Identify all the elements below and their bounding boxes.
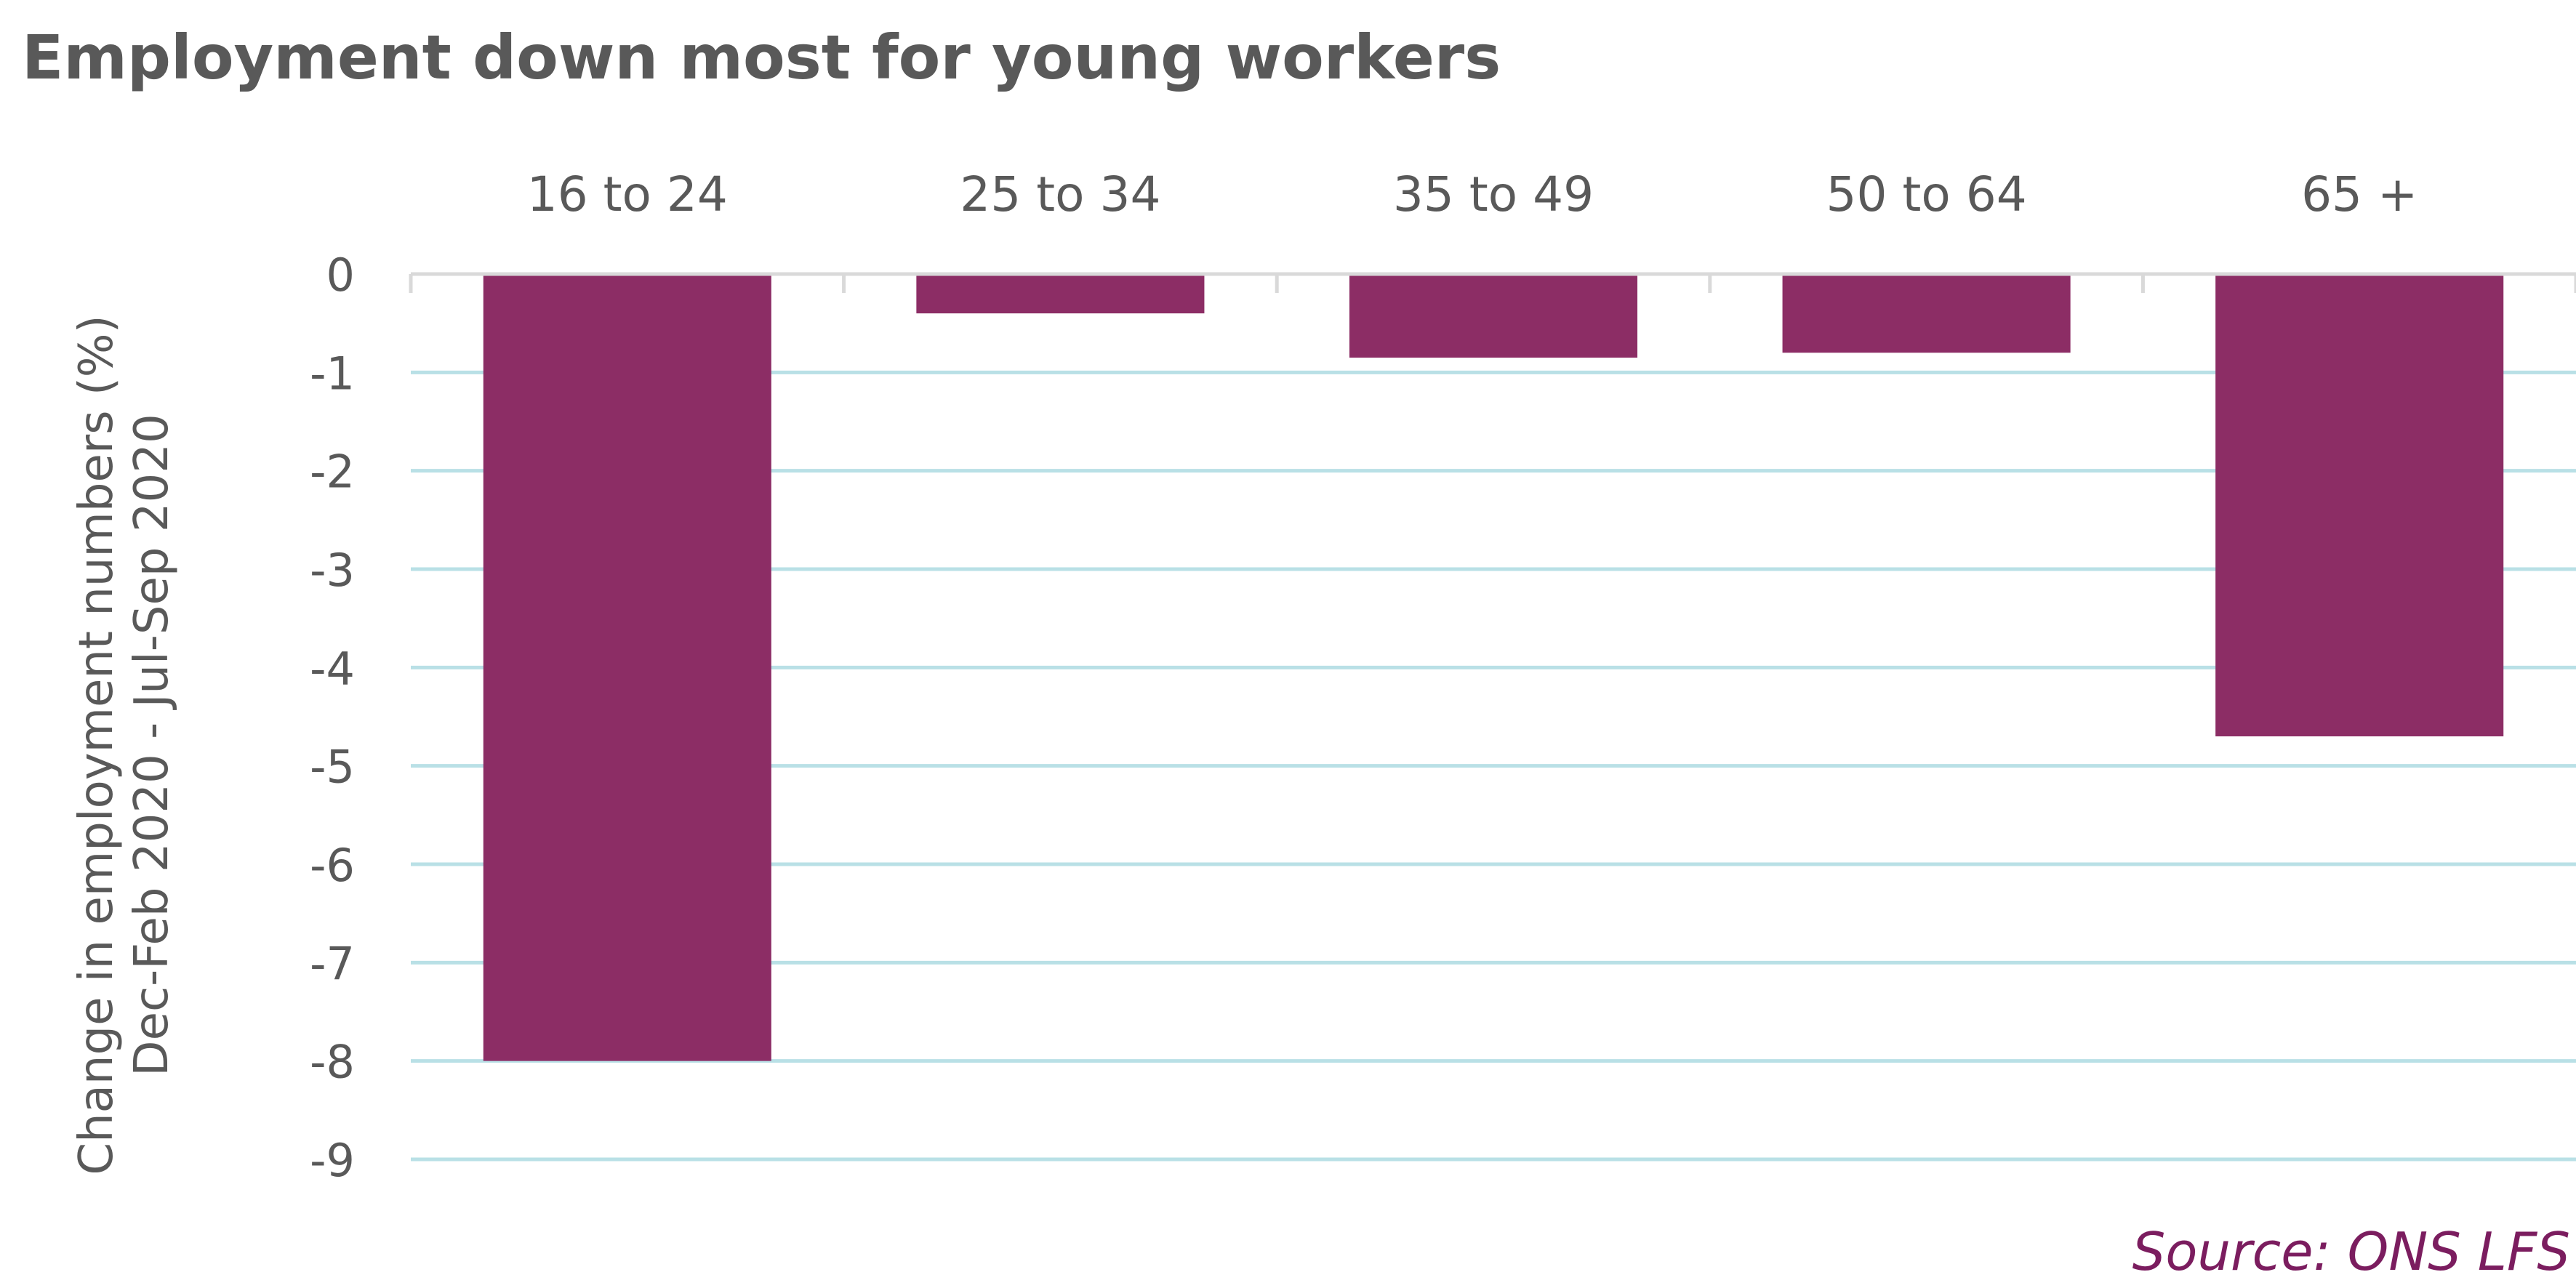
y-tick-label: 0: [326, 249, 355, 302]
y-axis-label: Change in employment numbers (%)Dec-Feb …: [70, 315, 179, 1175]
source-note: Source: ONS LFS: [2132, 1221, 2570, 1282]
y-tick-label: -6: [310, 839, 355, 892]
category-label: 25 to 34: [960, 166, 1160, 222]
y-axis-label-line: Change in employment numbers (%): [70, 315, 124, 1175]
y-tick-label: -1: [310, 347, 355, 400]
y-tick-label: -9: [310, 1134, 355, 1187]
category-labels: 16 to 24 25 to 34 35 to 49 50 to 64 65 +: [527, 166, 2418, 222]
y-tick-label: -8: [310, 1036, 355, 1089]
y-tick-labels: 0 -1 -2 -3 -4 -5 -6 -7 -8 -9: [310, 249, 355, 1187]
bar: [483, 274, 771, 1061]
chart-title: Employment down most for young workers: [22, 22, 1501, 93]
y-tick-label: -4: [310, 642, 355, 695]
category-label: 50 to 64: [1826, 166, 2027, 222]
category-label: 65 +: [2301, 166, 2417, 222]
y-axis-label-line: Dec-Feb 2020 - Jul-Sep 2020: [125, 414, 179, 1076]
bar: [916, 274, 1205, 314]
category-label: 35 to 49: [1393, 166, 1594, 222]
category-label: 16 to 24: [527, 166, 728, 222]
y-tick-label: -3: [310, 544, 355, 597]
bar: [2215, 274, 2504, 737]
y-tick-label: -5: [310, 741, 355, 794]
bars: [483, 274, 2504, 1061]
y-tick-label: -7: [310, 937, 355, 990]
bar: [1782, 274, 2071, 353]
category-axis: [409, 272, 2576, 293]
bar: [1349, 274, 1638, 358]
y-tick-label: -2: [310, 446, 355, 499]
gridlines: [411, 370, 2576, 1162]
